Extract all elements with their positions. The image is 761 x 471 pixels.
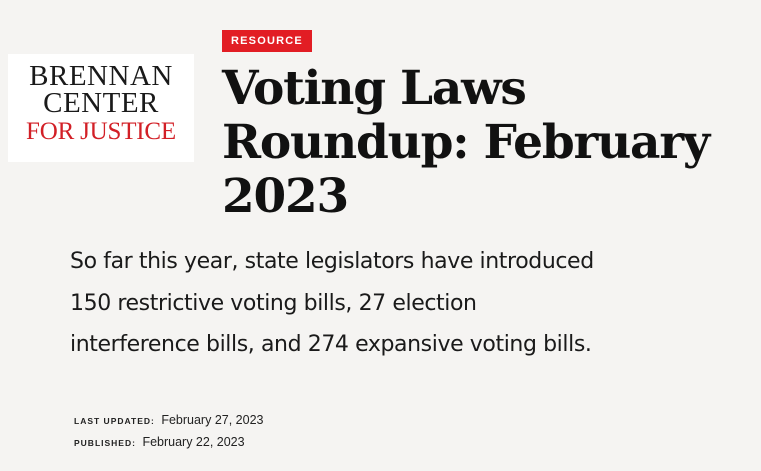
last-updated-date: February 27, 2023 <box>161 413 264 427</box>
last-updated: LAST UPDATED: February 27, 2023 <box>74 413 263 427</box>
last-updated-label: LAST UPDATED: <box>74 416 155 426</box>
brennan-center-logo[interactable]: BRENNAN CENTER FOR JUSTICE <box>8 54 194 162</box>
published-label: PUBLISHED: <box>74 438 136 448</box>
published-date: February 22, 2023 <box>142 435 245 449</box>
published: PUBLISHED: February 22, 2023 <box>74 435 245 449</box>
article-summary: So far this year, state legislators have… <box>70 249 594 357</box>
resource-badge[interactable]: RESOURCE <box>222 30 312 52</box>
page-title: Voting Laws Roundup: February 2023 <box>222 61 710 224</box>
logo-line-center: CENTER <box>43 87 159 119</box>
logo-line-brennan: BRENNAN <box>29 60 173 92</box>
logo-line-for-justice: FOR JUSTICE <box>26 118 176 145</box>
